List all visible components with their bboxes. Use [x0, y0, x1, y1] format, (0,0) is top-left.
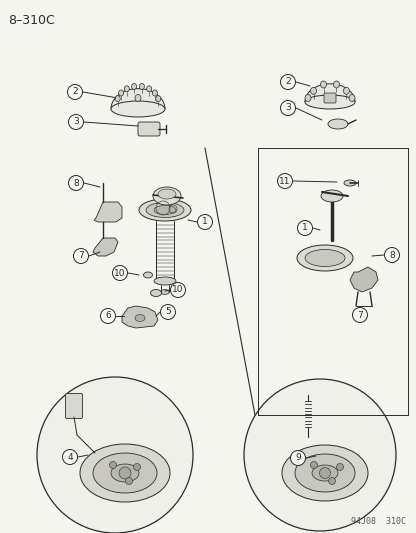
FancyBboxPatch shape	[138, 122, 160, 136]
Ellipse shape	[305, 94, 311, 101]
Circle shape	[62, 449, 77, 464]
Ellipse shape	[119, 90, 124, 96]
Text: 4: 4	[67, 453, 73, 462]
Text: 10: 10	[114, 269, 126, 278]
Circle shape	[112, 265, 127, 280]
Text: 2: 2	[285, 77, 291, 86]
Ellipse shape	[93, 453, 157, 493]
Text: 6: 6	[105, 311, 111, 320]
Ellipse shape	[312, 465, 338, 481]
Text: 3: 3	[73, 117, 79, 126]
Circle shape	[352, 308, 367, 322]
Circle shape	[101, 309, 116, 324]
Ellipse shape	[349, 94, 355, 101]
Circle shape	[319, 467, 330, 479]
Circle shape	[126, 478, 133, 484]
Circle shape	[74, 248, 89, 263]
Circle shape	[198, 214, 213, 230]
Circle shape	[290, 450, 305, 465]
Ellipse shape	[144, 272, 153, 278]
Text: 8: 8	[389, 251, 395, 260]
Polygon shape	[350, 267, 378, 292]
Ellipse shape	[344, 180, 356, 186]
Ellipse shape	[344, 87, 349, 94]
Text: 7: 7	[78, 252, 84, 261]
Circle shape	[134, 464, 141, 471]
Ellipse shape	[282, 445, 368, 501]
Polygon shape	[305, 84, 355, 102]
Circle shape	[280, 75, 295, 90]
Ellipse shape	[139, 84, 144, 90]
Ellipse shape	[161, 289, 169, 295]
Ellipse shape	[158, 189, 176, 199]
Circle shape	[69, 115, 84, 130]
Ellipse shape	[152, 90, 157, 96]
Ellipse shape	[111, 464, 139, 482]
FancyBboxPatch shape	[324, 93, 336, 103]
Ellipse shape	[321, 190, 343, 202]
Ellipse shape	[297, 245, 353, 271]
Circle shape	[119, 467, 131, 479]
Circle shape	[280, 101, 295, 116]
Circle shape	[310, 462, 317, 469]
Ellipse shape	[135, 94, 141, 101]
Ellipse shape	[131, 84, 136, 90]
Text: 1: 1	[202, 217, 208, 227]
Ellipse shape	[334, 81, 339, 88]
Ellipse shape	[153, 187, 181, 205]
Text: 94J08  310C: 94J08 310C	[351, 517, 406, 526]
Circle shape	[171, 282, 186, 297]
Text: 7: 7	[357, 311, 363, 319]
Ellipse shape	[154, 277, 176, 285]
Text: 11: 11	[279, 176, 291, 185]
Ellipse shape	[151, 289, 161, 296]
Circle shape	[37, 377, 193, 533]
Circle shape	[109, 462, 116, 469]
Circle shape	[329, 478, 335, 484]
Circle shape	[244, 379, 396, 531]
Circle shape	[69, 175, 84, 190]
Ellipse shape	[311, 87, 317, 94]
Ellipse shape	[80, 444, 170, 502]
Ellipse shape	[305, 249, 345, 266]
Text: 2: 2	[72, 87, 78, 96]
Ellipse shape	[295, 454, 355, 492]
Ellipse shape	[115, 95, 120, 102]
Circle shape	[277, 174, 292, 189]
Circle shape	[337, 464, 344, 471]
Ellipse shape	[147, 86, 152, 92]
Polygon shape	[111, 88, 165, 109]
Ellipse shape	[305, 95, 355, 109]
Text: 3: 3	[285, 103, 291, 112]
Ellipse shape	[328, 119, 348, 129]
Polygon shape	[94, 202, 122, 222]
Text: 10: 10	[172, 286, 184, 295]
Ellipse shape	[139, 199, 191, 221]
Text: 8: 8	[73, 179, 79, 188]
Circle shape	[67, 85, 82, 100]
FancyBboxPatch shape	[65, 393, 82, 418]
Text: 5: 5	[165, 308, 171, 317]
Text: 1: 1	[302, 223, 308, 232]
Circle shape	[384, 247, 399, 262]
Ellipse shape	[111, 101, 165, 117]
Ellipse shape	[135, 314, 145, 321]
Text: 9: 9	[295, 454, 301, 463]
Text: 8–310C: 8–310C	[8, 14, 55, 27]
Ellipse shape	[124, 86, 129, 92]
Circle shape	[161, 304, 176, 319]
Ellipse shape	[146, 203, 184, 217]
Ellipse shape	[320, 81, 327, 88]
Polygon shape	[122, 306, 158, 328]
Ellipse shape	[156, 95, 161, 102]
Circle shape	[297, 221, 312, 236]
Ellipse shape	[154, 206, 176, 214]
Polygon shape	[93, 238, 118, 256]
